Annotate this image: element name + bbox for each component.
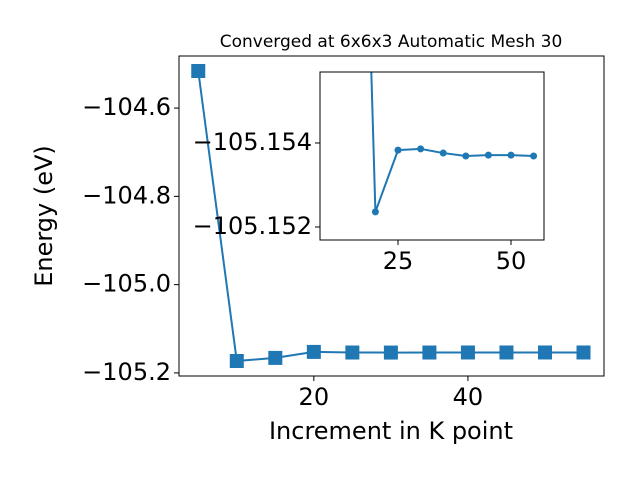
marker <box>191 64 206 79</box>
y-tick-label: −105.0 <box>82 270 171 298</box>
marker <box>507 151 515 159</box>
marker <box>576 345 591 360</box>
marker <box>537 345 552 360</box>
marker <box>417 145 425 153</box>
series <box>370 72 538 216</box>
chart-title: Converged at 6x6x3 Automatic Mesh 30 <box>220 32 563 52</box>
series <box>191 64 591 368</box>
y-tick-label: −104.6 <box>82 93 171 121</box>
marker <box>484 151 492 159</box>
x-tick-label: 25 <box>383 247 414 275</box>
x-tick-label: 50 <box>496 247 527 275</box>
marker <box>268 350 283 365</box>
x-axis-label: Increment in K point <box>269 417 513 445</box>
marker <box>422 345 437 360</box>
marker <box>499 345 514 360</box>
x-tick-label: 20 <box>299 383 330 411</box>
marker <box>394 146 402 154</box>
marker <box>383 345 398 360</box>
marker <box>229 353 244 368</box>
marker <box>530 152 538 160</box>
marker <box>439 149 447 157</box>
axes-frame <box>178 55 605 377</box>
marker <box>345 345 360 360</box>
marker <box>462 152 470 160</box>
y-tick-label: −105.154 <box>193 128 312 156</box>
marker <box>371 208 379 216</box>
marker <box>460 345 475 360</box>
y-tick-label: −105.2 <box>82 358 171 386</box>
y-axis-label: Energy (eV) <box>30 145 58 287</box>
x-tick-label: 40 <box>453 383 484 411</box>
y-tick-label: −104.8 <box>82 181 171 209</box>
marker <box>306 344 321 359</box>
axes-frame <box>319 71 545 241</box>
y-tick-label: −105.152 <box>193 212 312 240</box>
